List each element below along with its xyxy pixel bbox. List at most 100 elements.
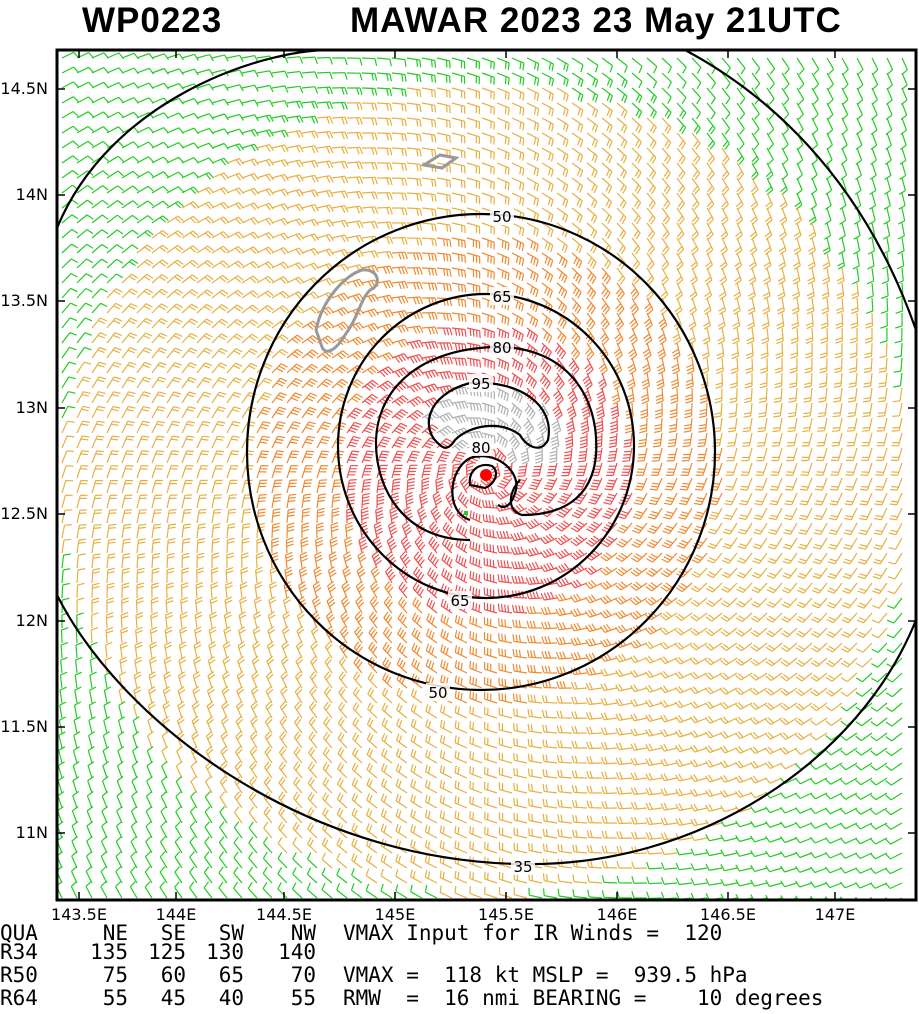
wind-barb [525, 532, 543, 543]
wind-barb [91, 523, 102, 539]
wind-barb [151, 567, 160, 584]
wind-barb [661, 192, 671, 210]
wind-barb [151, 347, 168, 359]
wind-barb [226, 54, 244, 62]
wind-barb [630, 669, 648, 678]
wind-barb [644, 297, 654, 315]
wind-barb [102, 746, 110, 764]
wind-barb [61, 96, 79, 104]
wind-barb [807, 267, 816, 285]
wind-barb [350, 883, 363, 899]
wind-barb [181, 420, 196, 434]
wind-barb [770, 462, 783, 476]
wind-barb [166, 200, 184, 209]
wind-barb [413, 566, 425, 584]
wind-barb [241, 508, 252, 524]
wind-barb [76, 465, 89, 479]
wind-barb [556, 327, 567, 345]
wind-barb [742, 417, 753, 433]
wind-barb [233, 821, 243, 839]
wind-barb [571, 327, 581, 345]
wind-barb [226, 406, 241, 419]
wind-barb [91, 597, 100, 613]
wind-barb [271, 100, 289, 108]
wind-barb [483, 542, 498, 554]
wind-barb [585, 565, 603, 576]
wind-barb [800, 462, 813, 476]
wind-barb [661, 537, 678, 549]
wind-barb [226, 318, 244, 329]
wind-barb [381, 748, 393, 764]
wind-barb [511, 132, 525, 146]
wind-barb [656, 357, 666, 375]
wind-barb [850, 327, 858, 344]
wind-barb [301, 435, 316, 449]
wind-barb [810, 836, 828, 844]
wind-barb [830, 447, 843, 462]
wind-barb [61, 450, 74, 464]
wind-barb [569, 563, 588, 575]
wind-barb [286, 508, 296, 524]
wind-barb [241, 246, 259, 255]
wind-barb [146, 775, 153, 794]
wind-barb [76, 302, 93, 314]
wind-barb [526, 87, 540, 102]
wind-barb [429, 521, 441, 539]
wind-barb [340, 595, 350, 614]
wind-barb [454, 795, 468, 809]
wind-barb [76, 523, 87, 539]
lon-label: 144E [155, 905, 197, 924]
wind-barb [887, 582, 903, 595]
wind-barb [860, 462, 873, 476]
wind-barb [346, 190, 364, 199]
wind-barb [316, 435, 331, 449]
wind-barb [727, 417, 738, 433]
wind-barb [411, 627, 423, 644]
wind-barb [810, 192, 818, 210]
wind-barb [542, 724, 558, 734]
wind-barb [181, 450, 195, 464]
wind-barb [571, 740, 587, 749]
lat-label: 13N [15, 398, 48, 417]
wind-barb [675, 862, 693, 871]
wind-barb [614, 610, 633, 620]
wind-barb [61, 465, 74, 479]
wind-barb [106, 214, 124, 224]
wind-barb [361, 450, 375, 464]
wind-barb [61, 81, 79, 89]
wind-barb [810, 657, 828, 668]
wind-barb [863, 357, 873, 374]
wind-barb [541, 327, 553, 344]
wind-barb [91, 612, 99, 629]
wind-barb [268, 596, 277, 614]
wind-barb [73, 731, 81, 749]
storm-info-panel: QUA NE SE SW NW VMAX Input for IR Winds … [0, 923, 919, 1014]
wind-barb [646, 222, 656, 240]
wind-barb [436, 356, 453, 365]
wind-barb [645, 714, 663, 722]
wind-barb [495, 516, 513, 525]
wind-barb [226, 304, 244, 314]
wind-barb [780, 702, 798, 711]
wind-barb [87, 776, 95, 794]
wind-barb [895, 312, 903, 329]
wind-barb [271, 348, 289, 359]
wind-barb [801, 432, 813, 447]
wind-barb [590, 462, 603, 477]
wind-barb [331, 175, 349, 184]
wind-barb [733, 282, 742, 300]
wind-barb [440, 583, 453, 599]
wind-barb [256, 362, 273, 374]
wind-barb [840, 672, 858, 683]
wind-barb [496, 132, 510, 146]
wind-barb [841, 597, 858, 609]
wind-barb [469, 661, 483, 674]
wind-barb [262, 836, 273, 854]
wind-barb [808, 207, 817, 225]
wind-barb [571, 252, 583, 269]
wind-barb [295, 656, 304, 674]
wind-barb [780, 627, 798, 638]
wind-barb [631, 192, 642, 210]
wind-barb [817, 402, 828, 418]
wind-barb [616, 72, 628, 89]
